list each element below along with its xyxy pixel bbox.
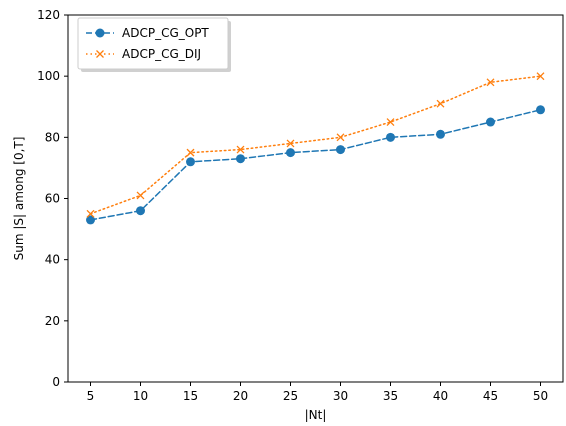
data-point <box>486 117 495 127</box>
y-axis-label: Sum |S| among [0,T] <box>12 137 26 261</box>
y-tick-label: 0 <box>52 375 60 389</box>
series-layer <box>86 72 545 225</box>
data-point <box>436 129 445 139</box>
data-point <box>386 118 395 127</box>
y-tick-label: 40 <box>45 253 60 267</box>
x-tick-label: 40 <box>433 389 448 403</box>
series-line <box>89 75 542 215</box>
data-point <box>186 148 195 157</box>
legend-label: ADCP_CG_OPT <box>122 26 209 40</box>
legend-entries: ADCP_CG_OPT ADCP_CG_DIJ <box>86 26 209 61</box>
data-point <box>136 206 145 216</box>
data-point <box>136 191 145 200</box>
series-adcp-cg-opt <box>86 105 545 225</box>
y-tick-label: 80 <box>45 130 60 144</box>
x-tick-label: 45 <box>483 389 498 403</box>
data-point <box>536 72 545 81</box>
y-tick-label: 60 <box>45 192 60 206</box>
x-tick-label: 15 <box>183 389 198 403</box>
x-tick-label: 30 <box>333 389 348 403</box>
legend-marker <box>96 50 104 58</box>
x-tick-label: 5 <box>87 389 95 403</box>
data-point <box>236 154 245 164</box>
data-point <box>86 209 95 218</box>
data-point <box>486 78 495 87</box>
legend: ADCP_CG_OPT ADCP_CG_DIJ <box>77 17 231 72</box>
legend-label: ADCP_CG_DIJ <box>122 47 201 61</box>
series-line <box>89 109 542 221</box>
y-tick-label: 100 <box>37 69 60 83</box>
data-point <box>536 105 545 115</box>
x-axis-label: |Nt| <box>305 408 327 422</box>
legend-marker <box>95 28 105 38</box>
x-tick-label: 50 <box>533 389 548 403</box>
x-tick-label: 10 <box>133 389 148 403</box>
y-tick-label: 20 <box>45 314 60 328</box>
x-tick-label: 25 <box>283 389 298 403</box>
x-tick-label: 20 <box>233 389 248 403</box>
legend-entry: ADCP_CG_DIJ <box>86 47 201 61</box>
data-point <box>286 139 295 148</box>
plot-frame <box>67 14 564 383</box>
legend-box <box>77 17 229 70</box>
data-point <box>286 148 295 158</box>
data-point <box>336 133 345 142</box>
data-point <box>86 215 95 225</box>
plot-area <box>68 15 563 382</box>
series-adcp-cg-dij <box>86 72 545 218</box>
y-tick-label: 120 <box>37 8 60 22</box>
data-point <box>336 145 345 155</box>
data-point <box>436 99 445 108</box>
x-tick-label: 35 <box>383 389 398 403</box>
ticks-layer: 5 10 15 20 25 30 35 40 45 50 0 20 40 60 80 100 120 <box>37 8 548 403</box>
legend-entry: ADCP_CG_OPT <box>86 26 209 40</box>
data-point <box>236 145 245 154</box>
data-point <box>386 132 395 142</box>
data-point <box>186 157 195 167</box>
